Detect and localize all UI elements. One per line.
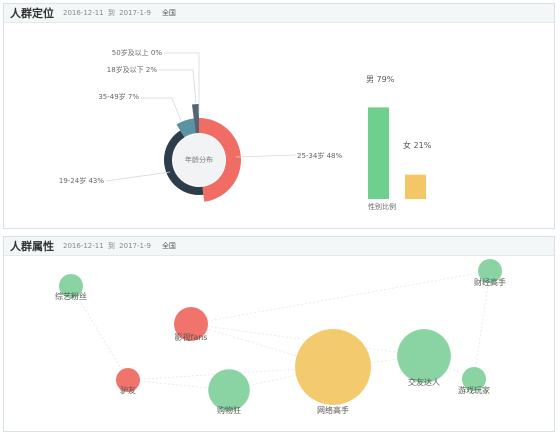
pie-slice-18-2 (191, 104, 199, 134)
bar-male (368, 107, 389, 199)
bubble-label: 驴友 (120, 385, 136, 395)
pie-slice-label: 25-34岁 48% (297, 151, 342, 160)
pie-leader-line (235, 154, 297, 158)
date-range: 2016-12-11 到 2017-1-9 (63, 241, 151, 251)
crowd-positioning-panel: 人群定位 2016-12-11 到 2017-1-9 全国 (3, 3, 555, 229)
panel-title: 人群属性 (10, 240, 54, 253)
date-from: 2016-12-11 (63, 9, 104, 17)
bubble-link (473, 270, 491, 380)
pie-center (173, 134, 225, 186)
date-separator: 到 (107, 9, 115, 17)
bubble-item (295, 329, 371, 405)
panel-title: 人群定位 (10, 7, 54, 20)
region-label: 全国 (161, 9, 176, 17)
pie-slice-25-34-48 (199, 118, 242, 202)
pie-leader-line (105, 171, 171, 182)
bubble-item (397, 329, 451, 383)
bubble-label: 影视fans (175, 332, 208, 342)
bar-label-male: 男 79% (366, 75, 395, 84)
pie-slice-label: 18岁及以下 2% (107, 65, 158, 74)
bubble-item (208, 369, 250, 411)
bubble-link (190, 323, 334, 368)
pie-slice-19-24-43 (164, 130, 204, 195)
crowd-attributes-panel: 人群属性 2016-12-11 到 2017-1-9 全国 (3, 236, 555, 432)
bubble-label: 购物狂 (217, 405, 241, 415)
pie-leader-line (164, 52, 200, 115)
pie-slice-35-49-7 (176, 118, 196, 138)
bubble-item (59, 274, 83, 298)
bubble-fans (174, 307, 208, 341)
bar-female (405, 174, 426, 199)
bubble-label: 网络高手 (317, 405, 349, 415)
pie-slice-label: 50岁及以上 0% (112, 48, 163, 57)
bubble-label: 财经高手 (474, 277, 506, 287)
date-range: 2016-12-11 到 2017-1-9 (63, 8, 151, 18)
region-label: 全国 (161, 242, 176, 250)
bubble-item (462, 367, 486, 391)
panel-header: 人群属性 2016-12-11 到 2017-1-9 全国 (4, 237, 554, 256)
pie-title: 年龄分布 (185, 155, 213, 164)
bubble-label: 游戏玩家 (458, 385, 490, 395)
bar-axis-label: 性别比例 (368, 202, 396, 211)
bubble-link (190, 270, 491, 325)
bubble-label: 交友达人 (408, 377, 440, 387)
pie-leader-line (141, 97, 182, 122)
pie-slice-label: 35-49岁 7% (98, 92, 139, 101)
panel-header: 人群定位 2016-12-11 到 2017-1-9 全国 (4, 4, 554, 23)
pie-leader-line (159, 69, 197, 104)
pie-slice-label: 19-24岁 43% (59, 176, 104, 185)
date-separator: 到 (107, 242, 115, 250)
bubble-item (116, 368, 140, 392)
date-to: 2017-1-9 (119, 242, 151, 250)
bar-label-female: 女 21% (403, 140, 432, 150)
bubble-label: 综艺粉丝 (55, 291, 87, 301)
date-to: 2017-1-9 (119, 9, 151, 17)
date-from: 2016-12-11 (63, 242, 104, 250)
bubble-item (478, 259, 502, 283)
